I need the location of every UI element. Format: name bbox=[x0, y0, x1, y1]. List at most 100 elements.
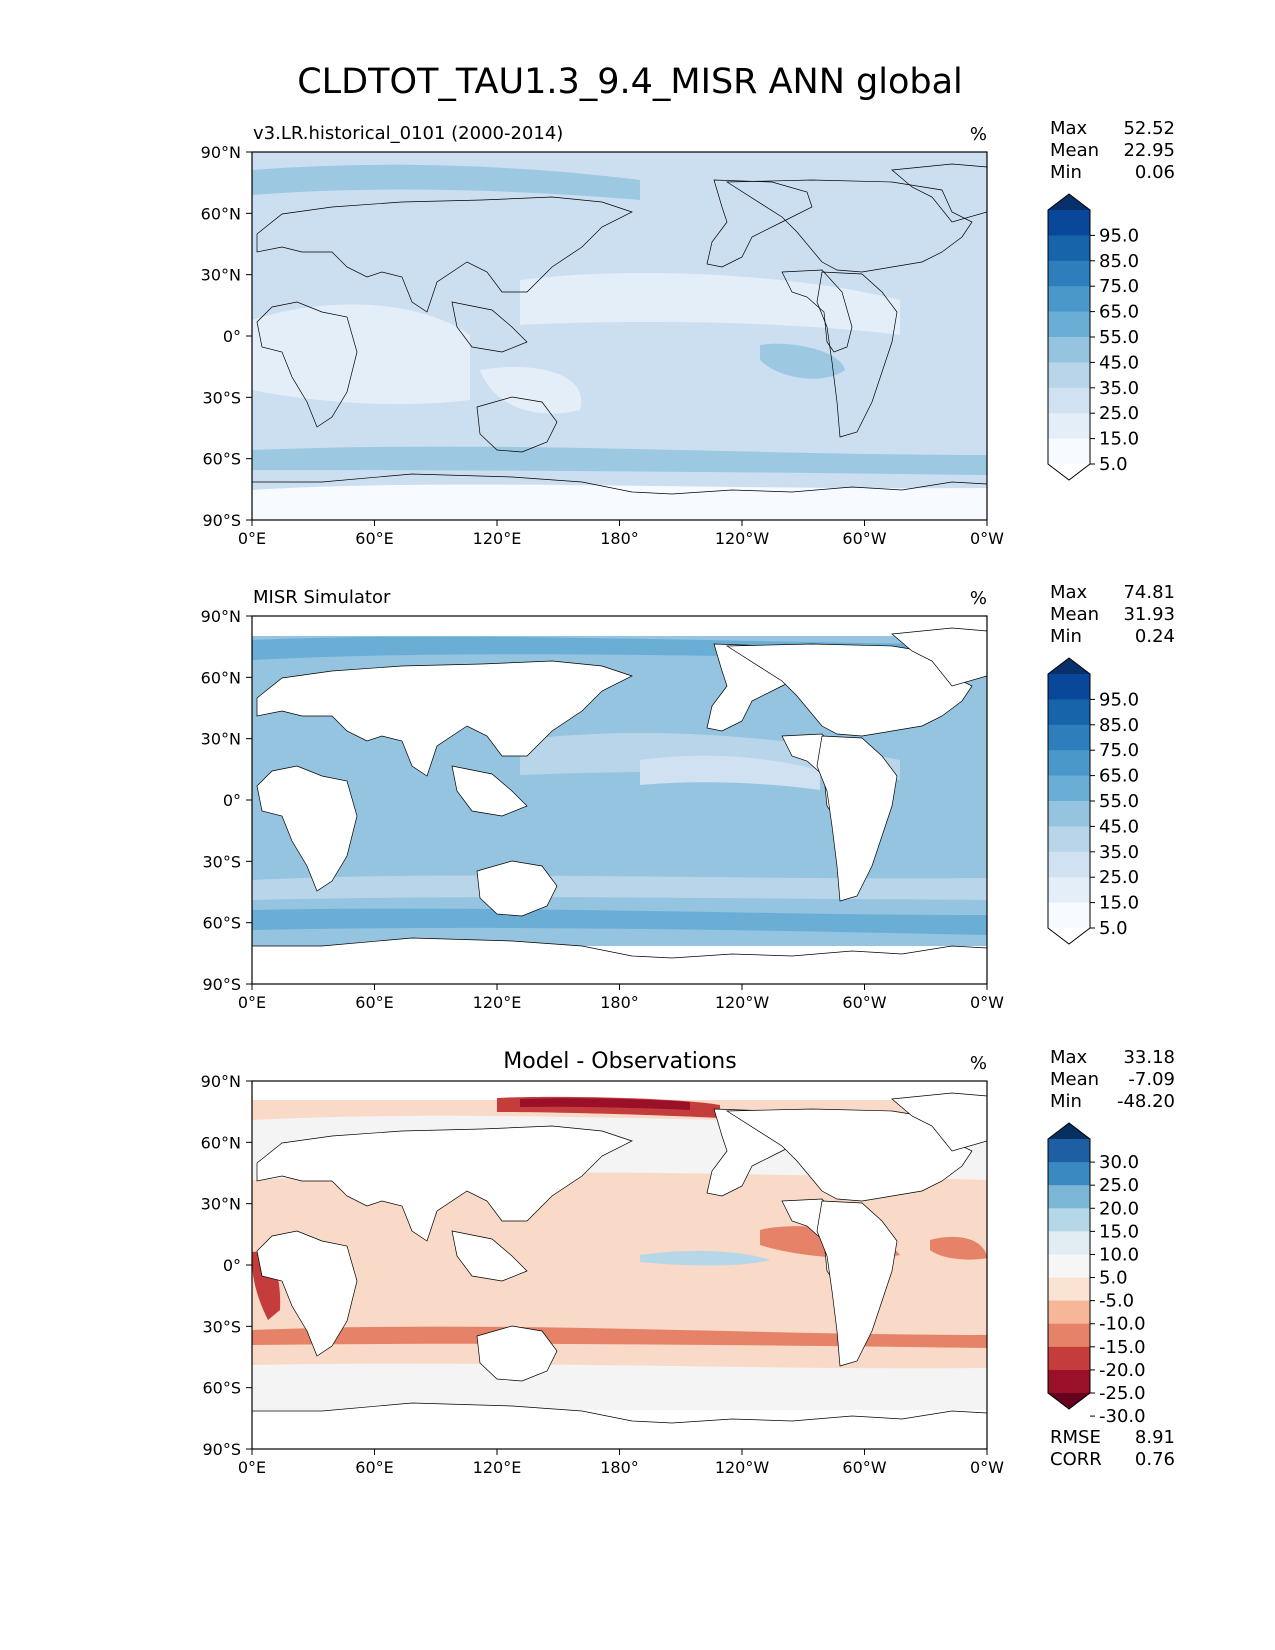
colorbar-extend-bottom bbox=[1048, 464, 1090, 480]
colorbar-tick-label: 85.0 bbox=[1099, 715, 1139, 736]
panel-units: % bbox=[970, 588, 987, 609]
colorbar-segment bbox=[1048, 1231, 1090, 1255]
stat-max-label: Max bbox=[1050, 118, 1088, 139]
lat-tick-label: 90°N bbox=[201, 1072, 241, 1091]
stat-mean-label: Mean bbox=[1050, 604, 1099, 625]
continent-outline bbox=[256, 1125, 633, 1242]
colorbar-tick-label: -10.0 bbox=[1099, 1314, 1146, 1335]
colorbar-segment bbox=[1048, 235, 1090, 262]
continent-outline bbox=[256, 196, 633, 313]
lat-tick-label: 60°N bbox=[201, 1133, 241, 1152]
lon-tick-label: 120°E bbox=[473, 993, 522, 1012]
colorbar-segment bbox=[1048, 1277, 1090, 1302]
stat-max-value: 52.52 bbox=[1123, 118, 1175, 139]
stat-mean-value: 31.93 bbox=[1123, 604, 1175, 625]
lat-tick-label: 0° bbox=[223, 791, 241, 810]
lat-tick-label: 0° bbox=[223, 327, 241, 346]
stat-min-label: Min bbox=[1050, 162, 1082, 183]
lat-tick-label: 30°S bbox=[202, 388, 241, 407]
axes: 0°E 60°E 120°E 180° 120°W 60°W 0°W 90°N 60°N 30°N… bbox=[201, 1072, 1005, 1477]
stat-min-value: 0.06 bbox=[1135, 162, 1175, 183]
colorbar-tick-label: 25.0 bbox=[1099, 403, 1139, 424]
corr-value: 0.76 bbox=[1135, 1449, 1175, 1470]
lat-tick-label: 90°S bbox=[202, 975, 241, 994]
colorbar-segment bbox=[1048, 387, 1090, 414]
lat-tick-label: 30°N bbox=[201, 730, 241, 749]
coastlines bbox=[251, 627, 988, 985]
colorbar-tick-label: 25.0 bbox=[1099, 867, 1139, 888]
colorbar-segment bbox=[1048, 724, 1090, 751]
colorbar: 95.0 85.0 75.0 65.0 55.0 45.0 35.0 25.0 15.0 5.0 bbox=[1047, 657, 1139, 945]
colorbar-tick-label: 15.0 bbox=[1099, 1221, 1139, 1242]
colorbar-segment bbox=[1048, 674, 1090, 700]
lat-tick-label: 30°S bbox=[202, 852, 241, 871]
lat-tick-label: 90°N bbox=[201, 607, 241, 626]
stat-mean-label: Mean bbox=[1050, 140, 1099, 161]
lat-tick-label: 30°N bbox=[201, 1195, 241, 1214]
colorbar-segment bbox=[1048, 1369, 1090, 1394]
lon-tick-label: 120°E bbox=[473, 529, 522, 548]
colorbar-tick-label: 45.0 bbox=[1099, 352, 1139, 373]
colorbar-tick-label: 30.0 bbox=[1099, 1152, 1139, 1173]
colorbar-tick-label: 75.0 bbox=[1099, 276, 1139, 297]
colorbar-segment bbox=[1048, 775, 1090, 802]
colorbar-tick-label: -5.0 bbox=[1099, 1291, 1134, 1312]
stat-max-value: 74.81 bbox=[1123, 582, 1175, 603]
colorbar-segment bbox=[1048, 260, 1090, 287]
lat-tick-label: 60°S bbox=[202, 914, 241, 933]
rmse-value: 8.91 bbox=[1135, 1427, 1175, 1448]
colorbar-tick-label: 95.0 bbox=[1099, 225, 1139, 246]
panel-model: v3.LR.historical_0101 (2000-2014) % 0°E 6… bbox=[201, 118, 1175, 548]
lon-tick-label: 180° bbox=[600, 529, 639, 548]
stat-mean-label: Mean bbox=[1050, 1069, 1099, 1090]
lon-tick-label: 0°W bbox=[970, 529, 1004, 548]
lon-tick-label: 60°W bbox=[842, 993, 886, 1012]
panel-title-left: v3.LR.historical_0101 (2000-2014) bbox=[253, 123, 563, 144]
lon-tick-label: 0°E bbox=[238, 1458, 266, 1477]
panel-difference: Model - Observations % 0°E 60°E 120°E 180° 1… bbox=[201, 1047, 1175, 1477]
colorbar-tick-label: 15.0 bbox=[1099, 429, 1139, 450]
continent-outline bbox=[891, 1092, 988, 1152]
colorbar-segment bbox=[1048, 1323, 1090, 1348]
stats: Max 52.52 Mean 22.95 Min 0.06 bbox=[1050, 118, 1175, 183]
colorbar-tick-label: 5.0 bbox=[1099, 918, 1128, 939]
colorbar-segment bbox=[1048, 311, 1090, 338]
stat-min-label: Min bbox=[1050, 626, 1082, 647]
colorbar-segment bbox=[1048, 1185, 1090, 1209]
lon-tick-label: 0°W bbox=[970, 1458, 1004, 1477]
lon-tick-label: 120°W bbox=[715, 529, 770, 548]
colorbar-tick-label: 55.0 bbox=[1099, 327, 1139, 348]
lon-tick-label: 180° bbox=[600, 1458, 639, 1477]
map-model bbox=[252, 152, 987, 520]
panel-observations: MISR Simulator % 0°E 60°E 120°E 180° 120°W 60… bbox=[201, 582, 1175, 1012]
colorbar-segment bbox=[1048, 438, 1090, 465]
colorbar-tick-label: 35.0 bbox=[1099, 378, 1139, 399]
colorbar: 30.025.020.015.010.0 5.0-5.0-10.0-15.0-20… bbox=[1047, 1122, 1146, 1427]
colorbar-tick-label: 5.0 bbox=[1099, 454, 1128, 475]
lat-tick-label: 90°S bbox=[202, 511, 241, 530]
axes: 0°E 60°E 120°E 180° 120°W 60°W 0°W 90°N 60°N 30°N… bbox=[201, 143, 1005, 548]
continent-outline bbox=[816, 735, 898, 902]
colorbar-extend-bottom bbox=[1048, 928, 1090, 944]
stat-min-label: Min bbox=[1050, 1091, 1082, 1112]
colorbar-tick-label: 65.0 bbox=[1099, 766, 1139, 787]
lat-tick-label: 30°S bbox=[202, 1317, 241, 1336]
colorbar-segment bbox=[1048, 413, 1090, 440]
panel-title-left: MISR Simulator bbox=[253, 587, 391, 608]
colorbar-tick-label: 15.0 bbox=[1099, 893, 1139, 914]
colorbar-segment bbox=[1048, 210, 1090, 236]
colorbar-tick-label: 95.0 bbox=[1099, 689, 1139, 710]
colorbar-tick-label: 20.0 bbox=[1099, 1198, 1139, 1219]
continent-outline bbox=[256, 301, 358, 428]
lon-tick-label: 60°W bbox=[842, 529, 886, 548]
colorbar-tick-label: 35.0 bbox=[1099, 842, 1139, 863]
stat-mean-value: 22.95 bbox=[1123, 140, 1175, 161]
stats: Max 33.18 Mean -7.09 Min -48.20 bbox=[1050, 1047, 1175, 1112]
lat-tick-label: 60°S bbox=[202, 1379, 241, 1398]
lon-tick-label: 120°W bbox=[715, 993, 770, 1012]
continent-outline bbox=[451, 301, 528, 353]
continent-outline bbox=[816, 1200, 898, 1367]
stat-max-label: Max bbox=[1050, 582, 1088, 603]
colorbar-segment bbox=[1048, 750, 1090, 777]
